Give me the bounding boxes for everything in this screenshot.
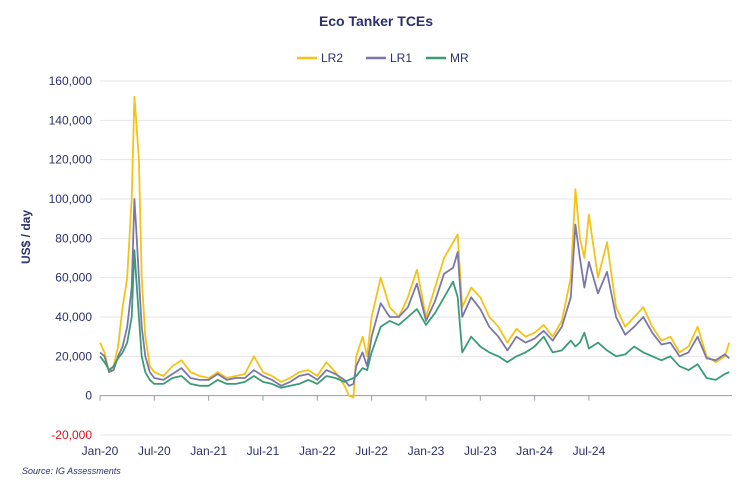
x-tick-label: Jul-24 xyxy=(573,444,606,458)
legend-label-lr1: LR1 xyxy=(390,51,412,65)
x-tick-label: Jan-24 xyxy=(516,444,553,458)
legend-label-lr2: LR2 xyxy=(321,51,343,65)
source-note: Source: IG Assessments xyxy=(22,466,121,476)
x-axis: Jan-20 Jul-20 Jan-21 Jul-21 Jan-22 Jul-22 Jan-… xyxy=(82,395,606,458)
y-axis-label: US$ / day xyxy=(19,210,33,264)
y-tick-label: 20,000 xyxy=(55,349,92,363)
x-tick-label: Jan-23 xyxy=(408,444,445,458)
x-tick-label: Jul-23 xyxy=(464,444,497,458)
y-tick-label: 100,000 xyxy=(49,192,93,206)
y-tick-label: -20,000 xyxy=(51,428,92,442)
x-tick-label: Jul-22 xyxy=(355,444,388,458)
series-line-lr2 xyxy=(99,95,731,399)
series-line-lr1 xyxy=(99,198,730,387)
grid xyxy=(100,80,732,436)
x-tick-label: Jan-22 xyxy=(299,444,336,458)
y-tick-label: 0 xyxy=(85,389,92,403)
legend-label-mr: MR xyxy=(450,51,469,65)
y-tick-label: 80,000 xyxy=(55,231,92,245)
y-axis: -20,000 0 20,000 40,000 60,000 80,000 100,000 1… xyxy=(49,74,93,442)
y-tick-label: 140,000 xyxy=(49,113,93,127)
x-tick-label: Jul-21 xyxy=(247,444,280,458)
x-tick-label: Jul-20 xyxy=(138,444,171,458)
series-lines xyxy=(99,95,731,399)
x-tick-label: Jan-20 xyxy=(82,444,119,458)
y-tick-label: 60,000 xyxy=(55,271,92,285)
legend: LR2 LR1 MR xyxy=(297,51,469,65)
x-tick-label: Jan-21 xyxy=(190,444,227,458)
series-line-mr xyxy=(99,249,730,389)
y-tick-label: 40,000 xyxy=(55,310,92,324)
y-tick-label: 160,000 xyxy=(49,74,93,88)
chart-title: Eco Tanker TCEs xyxy=(319,13,433,29)
y-tick-label: 120,000 xyxy=(49,153,93,167)
